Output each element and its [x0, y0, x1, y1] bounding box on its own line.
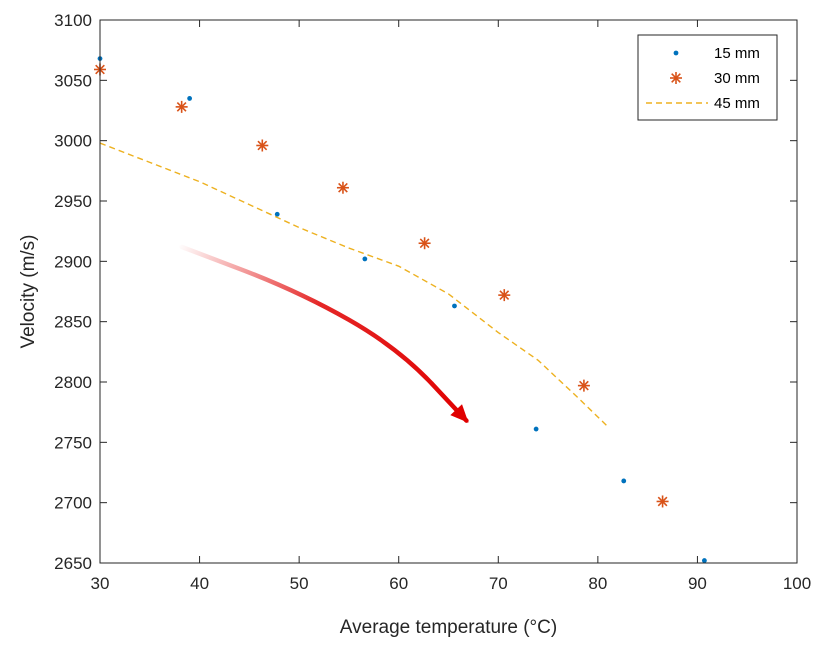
legend-marker-30-mm — [670, 72, 682, 84]
data-point-15-mm-2 — [274, 211, 280, 217]
axes-layer: 30 40 50 60 70 80 90 100 2650 2700 2750 2800 2850 290… — [54, 11, 811, 593]
legend-label-45-mm: 45 mm — [714, 95, 760, 112]
asterisk-stroke-diag2 — [419, 238, 430, 249]
y-tick-label-6: 2950 — [54, 192, 92, 211]
x-tick-label-3: 60 — [389, 574, 408, 593]
x-tick-label-1: 40 — [190, 574, 209, 593]
x-tick-label-5: 80 — [588, 574, 607, 593]
data-point-15-mm-5 — [533, 426, 539, 432]
series-15-mm — [97, 56, 707, 563]
asterisk-stroke-diag2 — [176, 101, 187, 112]
y-tick-label-2: 2750 — [54, 433, 92, 452]
y-tick-label-3: 2800 — [54, 373, 92, 392]
legend: 15 mm 30 mm 45 mm — [637, 34, 778, 121]
y-tick-label-0: 2650 — [54, 554, 92, 573]
y-tick-label-1: 2700 — [54, 494, 92, 513]
asterisk-stroke-diag2 — [338, 182, 348, 193]
x-tick-label-0: 30 — [91, 574, 110, 593]
x-tick-label-2: 50 — [290, 574, 309, 593]
data-point-15-mm-7 — [701, 558, 707, 563]
series-45-mm — [99, 142, 609, 428]
asterisk-stroke-diag2 — [671, 73, 681, 83]
data-point-30-mm-4 — [418, 237, 431, 250]
trend-arrow-shaft — [179, 244, 469, 423]
data-point-30-mm-7 — [656, 495, 669, 508]
legend-marker-15-mm — [673, 50, 679, 56]
legend-box — [637, 34, 778, 121]
y-tick-label-7: 3000 — [54, 132, 92, 151]
legend-label-15-mm: 15 mm — [714, 45, 760, 62]
y-tick-label-5: 2900 — [54, 252, 92, 271]
data-point-30-mm-1 — [175, 100, 188, 113]
series-layer — [94, 56, 707, 563]
data-point-15-mm-6 — [621, 478, 627, 484]
y-tick-label-9: 3100 — [54, 11, 92, 30]
x-tick-label-4: 70 — [489, 574, 508, 593]
x-axis-title: Average temperature (°C) — [340, 617, 557, 638]
asterisk-stroke-diag2 — [257, 140, 268, 151]
x-tick-label-6: 90 — [688, 574, 707, 593]
series-30-mm — [94, 63, 669, 508]
y-tick-label-4: 2850 — [54, 313, 92, 332]
data-point-30-mm-3 — [336, 181, 349, 194]
asterisk-stroke-diag2 — [579, 380, 589, 391]
data-point-15-mm-4 — [452, 303, 457, 309]
data-point-30-mm-5 — [498, 289, 511, 302]
asterisk-stroke-diag2 — [499, 290, 510, 301]
legend-label-30-mm: 30 mm — [714, 70, 760, 87]
plot-frame — [99, 19, 798, 564]
data-point-30-mm-6 — [577, 379, 590, 392]
asterisk-stroke-diag2 — [657, 496, 668, 507]
x-tick-label-7: 100 — [783, 574, 811, 593]
data-point-30-mm-2 — [256, 139, 269, 152]
annotation-layer — [179, 244, 469, 423]
y-axis-title: Velocity (m/s) — [18, 234, 39, 348]
y-tick-label-8: 3050 — [54, 71, 92, 90]
series-line-45-mm — [99, 142, 609, 428]
data-point-15-mm-3 — [362, 256, 368, 262]
data-point-15-mm-1 — [187, 96, 193, 101]
trend-arrow-head — [450, 404, 469, 423]
